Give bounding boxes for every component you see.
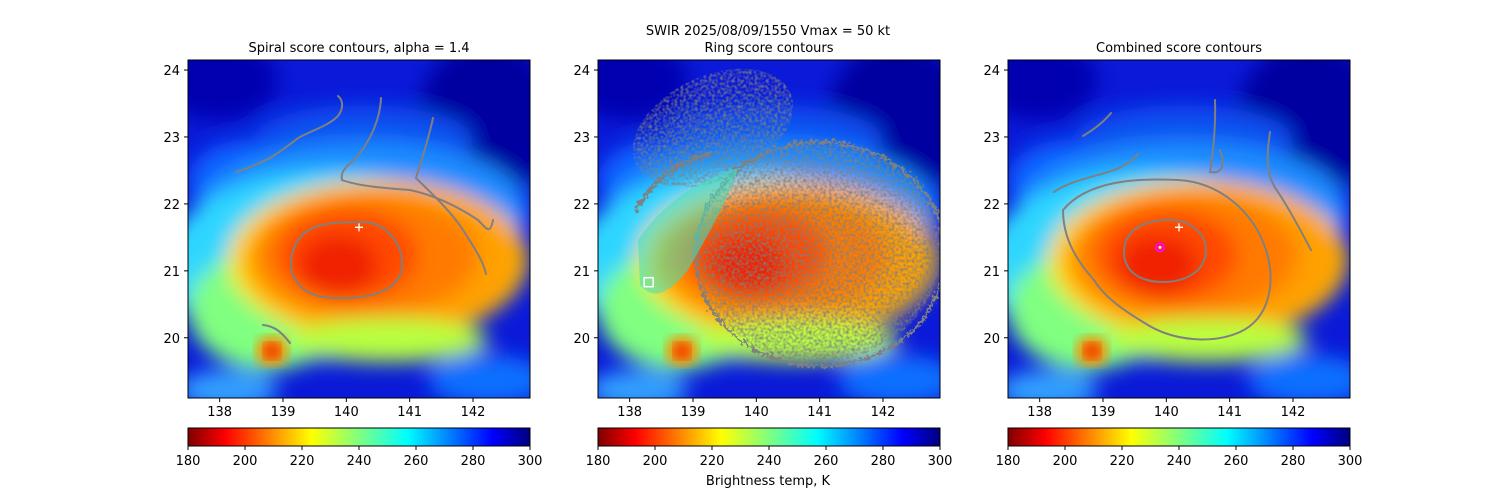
x-tick-label: 141 xyxy=(1217,405,1242,420)
y-tick-label: 23 xyxy=(573,131,590,146)
y-tick-label: 22 xyxy=(983,198,1000,213)
panel-combined: Combined score contours 138 139 140 141 142 20… xyxy=(978,40,1378,469)
center-plus-marker xyxy=(1175,223,1183,232)
colorbar-tick-label: 180 xyxy=(586,454,611,469)
colorbar-label: Brightness temp, K xyxy=(706,474,831,489)
colorbar-tick-label: 300 xyxy=(518,454,543,469)
colorbar-tick-label: 220 xyxy=(1110,454,1135,469)
x-tick-label: 138 xyxy=(617,405,642,420)
axes-frame xyxy=(187,59,531,399)
y-tick-label: 22 xyxy=(163,198,180,213)
colorbar-tick-label: 260 xyxy=(1224,454,1249,469)
colorbar xyxy=(1007,427,1351,447)
y-tick-label: 23 xyxy=(163,131,180,146)
panel-title: Combined score contours xyxy=(1096,41,1262,56)
x-tick-label: 140 xyxy=(334,405,359,420)
x-tick-label: 138 xyxy=(1027,405,1052,420)
colorbar-tick-label: 300 xyxy=(928,454,953,469)
colorbar xyxy=(187,427,531,447)
contour-line xyxy=(340,97,494,231)
contour-line xyxy=(414,117,487,275)
satellite-image xyxy=(158,40,558,410)
x-tick-label: 139 xyxy=(271,405,296,420)
y-tick-label: 20 xyxy=(983,332,1000,347)
colorbar-tick-label: 200 xyxy=(1053,454,1078,469)
combined-center-dot xyxy=(1158,245,1162,249)
ring-contour-cyan xyxy=(638,168,738,294)
combined-center-marker xyxy=(1155,242,1165,253)
contour-line xyxy=(1082,112,1112,137)
ring-contour-north xyxy=(632,68,794,188)
panel-spiral: Spiral score contours, alpha = 1.4 138 139… xyxy=(158,40,558,469)
colorbar-tick-label: 180 xyxy=(176,454,201,469)
colorbar-tick-label: 200 xyxy=(233,454,258,469)
brightness-temp-field xyxy=(978,40,1378,410)
colorbar-tick-label: 180 xyxy=(996,454,1021,469)
colorbar-tick-label: 280 xyxy=(461,454,486,469)
y-tick-label: 22 xyxy=(573,198,590,213)
colorbar-tick-label: 240 xyxy=(757,454,782,469)
y-tick-label: 21 xyxy=(573,265,590,280)
ring-contour-arc xyxy=(631,150,709,211)
contour-line xyxy=(1266,131,1312,251)
colorbar xyxy=(597,427,941,447)
colorbar-tick-label: 220 xyxy=(700,454,725,469)
y-tick-label: 21 xyxy=(163,265,180,280)
axes-frame xyxy=(597,59,941,399)
x-tick-label: 142 xyxy=(1281,405,1306,420)
y-tick-label: 23 xyxy=(983,131,1000,146)
y-tick-label: 24 xyxy=(983,64,1000,79)
y-tick-label: 20 xyxy=(163,332,180,347)
x-tick-label: 142 xyxy=(871,405,896,420)
colorbar-tick-label: 220 xyxy=(290,454,315,469)
x-tick-label: 139 xyxy=(681,405,706,420)
center-plus-marker xyxy=(355,223,363,232)
panel-title: Ring score contours xyxy=(704,41,833,56)
colorbar-tick-label: 200 xyxy=(643,454,668,469)
x-tick-label: 139 xyxy=(1091,405,1116,420)
satellite-image xyxy=(568,40,940,410)
x-tick-label: 141 xyxy=(397,405,422,420)
figure-suptitle: SWIR 2025/08/09/1550 Vmax = 50 kt xyxy=(646,24,890,39)
contour-line xyxy=(235,95,344,173)
contour-line xyxy=(1208,99,1224,174)
x-tick-label: 141 xyxy=(807,405,832,420)
contour-line xyxy=(262,324,291,344)
y-tick-label: 20 xyxy=(573,332,590,347)
contour-line xyxy=(1053,153,1139,193)
brightness-temp-field xyxy=(158,40,558,410)
colorbar-tick-label: 240 xyxy=(347,454,372,469)
y-tick-label: 21 xyxy=(983,265,1000,280)
colorbar-tick-label: 280 xyxy=(1281,454,1306,469)
x-tick-label: 142 xyxy=(461,405,486,420)
y-tick-label: 24 xyxy=(163,64,180,79)
contour-line xyxy=(290,220,404,300)
colorbar-tick-label: 240 xyxy=(1167,454,1192,469)
colorbar-tick-label: 280 xyxy=(871,454,896,469)
panel-title: Spiral score contours, alpha = 1.4 xyxy=(248,41,469,56)
ring-center-marker xyxy=(643,276,654,288)
satellite-image xyxy=(978,40,1378,410)
contour-line xyxy=(1061,178,1272,341)
y-tick-label: 24 xyxy=(573,64,590,79)
axes-frame xyxy=(1007,59,1351,399)
colorbar-tick-label: 300 xyxy=(1338,454,1363,469)
x-tick-label: 140 xyxy=(744,405,769,420)
colorbar-tick-label: 260 xyxy=(404,454,429,469)
ring-contour-fill xyxy=(632,68,940,362)
colorbar-tick-label: 260 xyxy=(814,454,839,469)
contour-line xyxy=(1122,218,1208,284)
x-tick-label: 138 xyxy=(207,405,232,420)
ring-contour-core xyxy=(696,142,940,362)
panel-ring: Ring score contours 138 139 140 141 142 20 21 22… xyxy=(568,40,953,469)
x-tick-label: 140 xyxy=(1154,405,1179,420)
